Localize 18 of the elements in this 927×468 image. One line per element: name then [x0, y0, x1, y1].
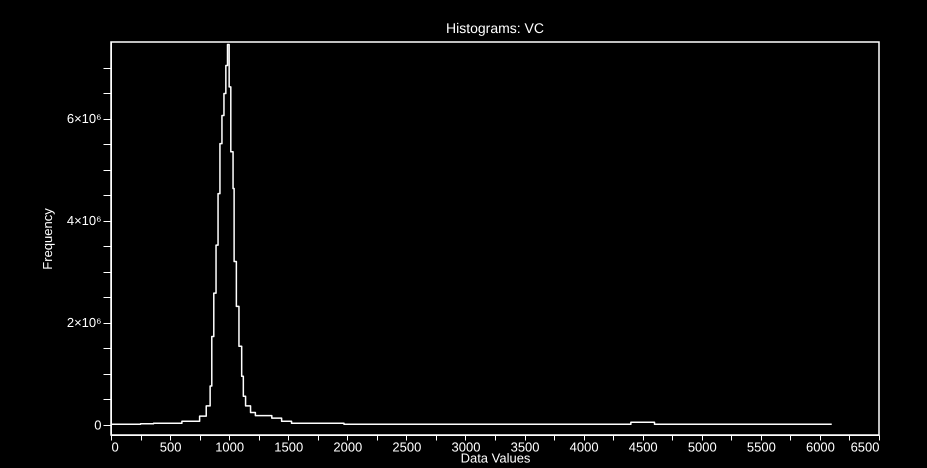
x-tick-label: 1500 [274, 440, 304, 454]
y-tick-label: 0 [94, 417, 102, 432]
x-tick-label: 6000 [806, 440, 835, 454]
y-tick-label: 6×10⁶ [66, 111, 102, 126]
y-axis-title: Frequency [40, 208, 55, 270]
x-tick-label: 5000 [688, 440, 717, 454]
x-tick-label: 5500 [746, 440, 776, 454]
x-tick-label: 2500 [392, 440, 422, 454]
x-tick-label: 4000 [570, 440, 599, 454]
chart-title: Histograms: VC [446, 20, 544, 36]
x-tick-label: 500 [160, 440, 182, 454]
x-tick-label: 0 [112, 440, 119, 454]
x-tick-label: 2000 [333, 440, 362, 454]
x-tick-label: 4500 [628, 440, 658, 454]
y-tick-label: 2×10⁶ [66, 315, 102, 330]
x-tick-label: 6500 [850, 440, 880, 454]
x-tick-label: 1000 [215, 440, 244, 454]
y-tick-label: 4×10⁶ [66, 213, 102, 228]
